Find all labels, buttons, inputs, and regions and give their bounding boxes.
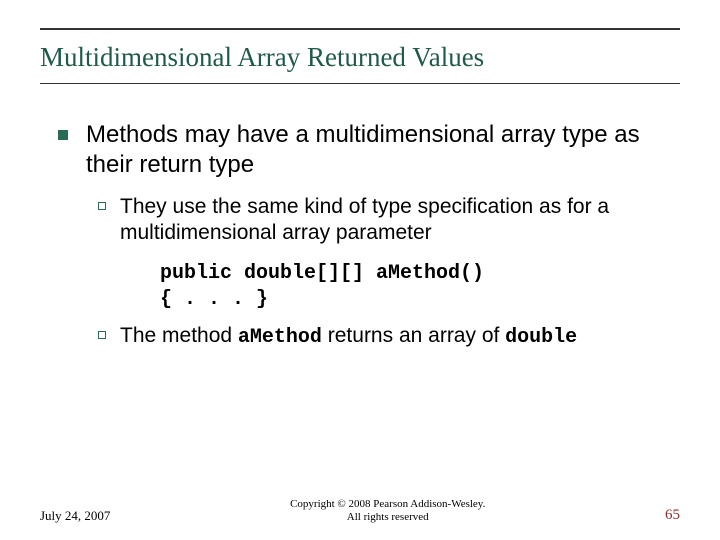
copyright-line: Copyright © 2008 Pearson Addison-Wesley.	[290, 498, 485, 511]
slide-title: Multidimensional Array Returned Values	[40, 42, 680, 73]
text-fragment: The method	[120, 324, 238, 347]
footer-copyright: Copyright © 2008 Pearson Addison-Wesley.…	[290, 498, 485, 524]
sub-bullets: They use the same kind of type specifica…	[58, 194, 670, 350]
inline-code: aMethod	[238, 326, 322, 349]
title-rule-top	[40, 28, 680, 30]
square-bullet-icon	[58, 130, 68, 140]
bullet-level2-text: They use the same kind of type specifica…	[120, 194, 670, 247]
hollow-square-bullet-icon	[98, 202, 106, 210]
slide-content: Methods may have a multidimensional arra…	[40, 84, 680, 350]
bullet-level1: Methods may have a multidimensional arra…	[58, 120, 670, 180]
page-number: 65	[665, 507, 680, 524]
code-line: { . . . }	[160, 287, 670, 313]
footer-date: July 24, 2007	[40, 508, 110, 524]
code-line: public double[][] aMethod()	[160, 261, 670, 287]
bullet-level2: They use the same kind of type specifica…	[98, 194, 670, 247]
bullet-level2: The method aMethod returns an array of d…	[98, 323, 670, 350]
inline-code: double	[505, 326, 577, 349]
text-fragment: returns an array of	[322, 324, 505, 347]
bullet-level2-text: The method aMethod returns an array of d…	[120, 323, 577, 350]
code-block: public double[][] aMethod() { . . . }	[98, 261, 670, 313]
slide: Multidimensional Array Returned Values M…	[0, 0, 720, 540]
bullet-level1-text: Methods may have a multidimensional arra…	[86, 120, 670, 180]
slide-footer: July 24, 2007 Copyright © 2008 Pearson A…	[40, 498, 680, 524]
hollow-square-bullet-icon	[98, 331, 106, 339]
copyright-line: All rights reserved	[290, 511, 485, 524]
